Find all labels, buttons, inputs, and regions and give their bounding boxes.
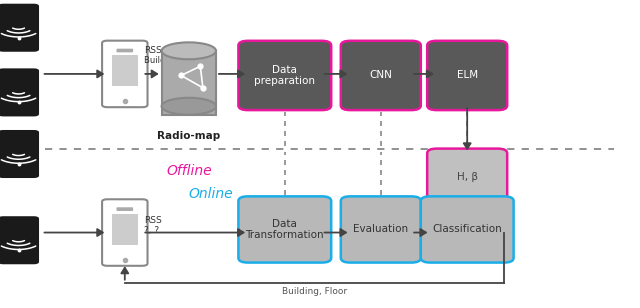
Text: Online: Online bbox=[189, 187, 234, 201]
FancyBboxPatch shape bbox=[116, 207, 133, 211]
Text: Radio-map: Radio-map bbox=[157, 131, 220, 141]
Text: Offline: Offline bbox=[166, 164, 212, 178]
FancyBboxPatch shape bbox=[340, 197, 421, 262]
FancyBboxPatch shape bbox=[111, 214, 138, 245]
Text: Data
Transformation: Data Transformation bbox=[246, 219, 324, 240]
FancyBboxPatch shape bbox=[116, 49, 133, 52]
Text: RSS: RSS bbox=[144, 46, 162, 55]
Text: RSS: RSS bbox=[144, 216, 162, 225]
FancyBboxPatch shape bbox=[428, 41, 507, 110]
Ellipse shape bbox=[161, 98, 216, 115]
Text: Building, Floor: Building, Floor bbox=[282, 287, 347, 296]
Text: Data
preparation: Data preparation bbox=[254, 65, 316, 86]
Text: ELM: ELM bbox=[456, 71, 478, 80]
Text: CNN: CNN bbox=[369, 71, 392, 80]
FancyBboxPatch shape bbox=[340, 41, 421, 110]
Text: Classification: Classification bbox=[433, 225, 502, 234]
FancyBboxPatch shape bbox=[0, 130, 39, 178]
Ellipse shape bbox=[161, 42, 216, 59]
Text: Building, floor: Building, floor bbox=[144, 56, 203, 66]
FancyBboxPatch shape bbox=[421, 197, 514, 262]
FancyBboxPatch shape bbox=[239, 197, 332, 262]
Text: Evaluation: Evaluation bbox=[353, 225, 408, 234]
FancyBboxPatch shape bbox=[428, 149, 507, 206]
FancyBboxPatch shape bbox=[239, 41, 332, 110]
FancyBboxPatch shape bbox=[111, 55, 138, 86]
Text: H, β: H, β bbox=[457, 172, 477, 182]
FancyBboxPatch shape bbox=[0, 216, 39, 264]
FancyBboxPatch shape bbox=[0, 68, 39, 116]
FancyBboxPatch shape bbox=[102, 41, 148, 107]
FancyBboxPatch shape bbox=[102, 199, 148, 266]
FancyBboxPatch shape bbox=[0, 4, 39, 52]
FancyBboxPatch shape bbox=[161, 51, 216, 115]
Text: ?, ?: ?, ? bbox=[144, 225, 159, 235]
